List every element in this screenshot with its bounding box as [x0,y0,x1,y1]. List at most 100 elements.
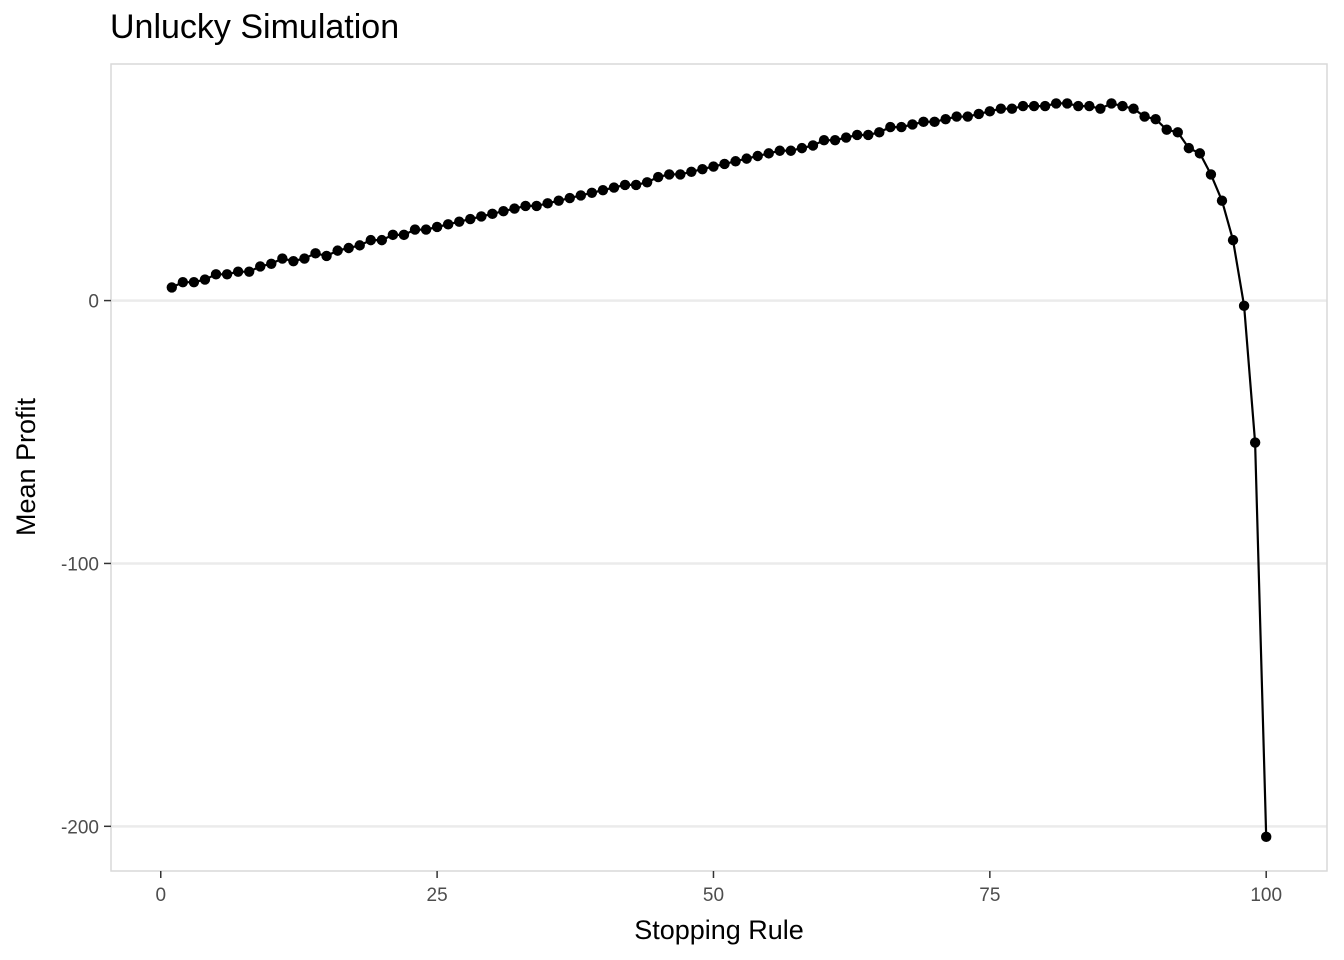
data-point [1028,100,1040,112]
data-point [697,163,708,175]
data-point [553,195,564,206]
data-point [608,182,620,193]
x-tick-label: 100 [1250,885,1282,906]
data-point [1183,142,1195,154]
data-point [796,142,808,154]
data-point [664,169,675,180]
data-point [277,253,288,264]
y-tick-label: 0 [88,292,99,313]
data-point [1062,98,1073,109]
series-line [171,102,1268,837]
data-point [498,206,509,217]
data-point [1161,124,1172,135]
data-point [896,121,907,133]
data-point [1050,98,1062,109]
data-point [487,208,498,220]
x-axis: 0 25 50 75 100 [155,871,1282,906]
data-point [1216,195,1228,206]
data-point [188,276,200,288]
data-point [177,276,189,288]
data-point [708,161,719,172]
data-point [1039,100,1051,112]
data-point [1227,234,1239,246]
data-point [752,150,763,162]
data-point [387,229,399,241]
data-point [918,116,929,128]
data-point [542,198,553,209]
data-point [1117,100,1128,112]
series-line-group [171,102,1268,837]
data-point [564,192,575,204]
data-point [962,111,973,122]
data-point [199,274,211,285]
data-point [1205,169,1217,180]
gridlines [111,299,1327,828]
data-point [531,200,542,212]
data-point [431,221,443,233]
data-point [509,203,520,214]
data-point [807,140,819,151]
x-tick-label: 25 [427,885,448,906]
data-point [653,171,664,183]
data-point [288,255,299,267]
data-point [266,258,277,269]
data-point [730,156,741,167]
data-point [907,119,918,130]
data-point [442,219,454,230]
data-point [1249,437,1261,448]
data-point [409,224,421,235]
chart-title: Unlucky Simulation [110,8,400,46]
data-point [929,116,940,128]
data-point [951,111,962,122]
data-point [719,158,730,170]
data-point [210,269,222,280]
data-point [376,234,388,246]
data-point [586,187,598,199]
data-point [763,148,774,159]
data-point [1194,148,1206,159]
series-points-group [166,98,1272,843]
data-point [575,190,587,201]
x-tick-label: 75 [979,885,1000,906]
data-point [1172,127,1183,138]
y-axis-title: Mean Profit [11,397,41,536]
data-point [818,135,830,146]
y-axis: -200 -100 0 [61,292,111,838]
data-point [630,179,642,191]
data-point [343,242,354,254]
data-point [221,269,233,280]
data-point [863,129,874,141]
data-point [310,248,321,259]
data-point [1095,103,1106,114]
data-point [1106,98,1117,109]
data-point [940,114,951,125]
data-point [995,103,1007,114]
data-point [520,200,531,212]
data-point [1139,111,1150,122]
data-point [321,250,332,262]
data-point [365,234,376,246]
data-point [166,282,177,293]
data-point [1006,103,1018,114]
data-point [984,106,996,117]
data-point [741,153,752,164]
data-point [1261,831,1272,843]
data-point [851,129,863,141]
data-point [454,216,465,227]
data-point [1238,300,1250,312]
data-point [398,229,410,241]
data-point [840,132,852,143]
data-point [1073,100,1084,112]
data-point [829,135,841,146]
data-point [255,261,266,272]
data-point [675,169,686,180]
data-point [785,145,797,156]
data-point [232,266,244,277]
data-point [299,253,310,264]
data-point [686,166,697,177]
x-tick-label: 50 [703,885,724,906]
data-point [774,145,785,156]
data-point [1128,103,1139,114]
data-point [465,213,476,225]
